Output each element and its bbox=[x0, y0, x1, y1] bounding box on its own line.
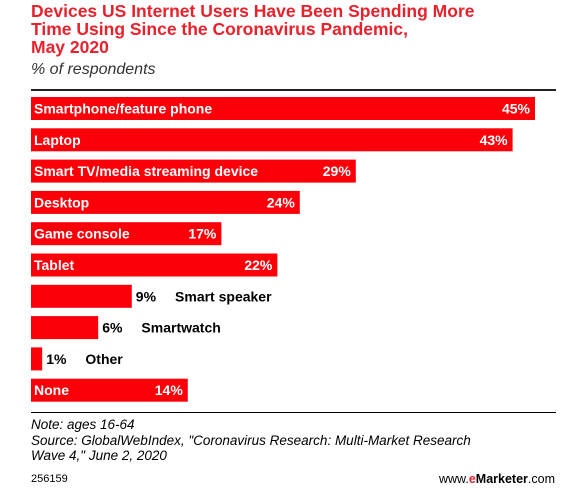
top-divider bbox=[31, 89, 556, 91]
source-text-line-1: Source: GlobalWebIndex, "Coronavirus Res… bbox=[31, 432, 471, 448]
bar-smartwatch bbox=[31, 316, 99, 340]
category-label-desktop: Desktop bbox=[34, 194, 89, 210]
category-label-game-console: Game console bbox=[34, 226, 130, 242]
category-label-smartwatch: Smartwatch bbox=[141, 320, 220, 336]
brand-suffix: .com bbox=[527, 472, 555, 486]
brand-prefix: www. bbox=[438, 472, 469, 486]
category-label-none: None bbox=[34, 382, 69, 398]
brand-e: e bbox=[468, 472, 476, 486]
value-label-game-console: 17% bbox=[188, 226, 217, 242]
value-label-other: 1% bbox=[46, 351, 67, 367]
bar-other bbox=[31, 347, 43, 371]
bar-smart-speaker bbox=[31, 284, 132, 308]
category-label-smart-speaker: Smart speaker bbox=[175, 288, 272, 304]
value-label-smartwatch: 6% bbox=[102, 320, 123, 336]
chart-id: 256159 bbox=[31, 473, 68, 485]
value-label-smart-tv-media-streaming-device: 29% bbox=[323, 163, 352, 179]
category-label-tablet: Tablet bbox=[34, 257, 75, 273]
category-label-laptop: Laptop bbox=[34, 132, 81, 148]
chart-title-line-1: Devices US Internet Users Have Been Spen… bbox=[31, 1, 475, 21]
category-label-other: Other bbox=[85, 351, 123, 367]
bar-laptop bbox=[31, 128, 513, 152]
value-label-tablet: 22% bbox=[244, 257, 273, 273]
chart-title-line-3: May 2020 bbox=[31, 37, 109, 57]
value-label-desktop: 24% bbox=[267, 194, 296, 210]
bar-desktop bbox=[31, 190, 300, 214]
category-label-smart-tv-media-streaming-device: Smart TV/media streaming device bbox=[34, 163, 258, 179]
brand-name: Marketer bbox=[475, 472, 528, 486]
value-label-smart-speaker: 9% bbox=[136, 288, 157, 304]
value-label-laptop: 43% bbox=[480, 132, 509, 148]
bottom-divider bbox=[31, 412, 556, 413]
emarketer-logo[interactable]: www.eMarketer.com bbox=[439, 472, 555, 486]
chart-subtitle: % of respondents bbox=[31, 61, 156, 78]
source-text-line-2: Wave 4," June 2, 2020 bbox=[31, 448, 167, 463]
note-text: Note: ages 16-64 bbox=[31, 417, 135, 432]
bar-smartphone-feature-phone bbox=[31, 97, 535, 120]
category-label-smartphone-feature-phone: Smartphone/feature phone bbox=[34, 101, 212, 117]
bar-none bbox=[31, 378, 188, 402]
value-label-smartphone-feature-phone: 45% bbox=[502, 101, 531, 117]
bar-tablet bbox=[31, 253, 278, 277]
chart-title: Devices US Internet Users Have Been Spen… bbox=[31, 2, 571, 56]
chart-notes: Note: ages 16-64 Source: GlobalWebIndex,… bbox=[31, 417, 551, 464]
bar-game-console bbox=[31, 222, 222, 246]
value-label-none: 14% bbox=[155, 382, 184, 398]
bar-smart-tv-media-streaming-device bbox=[31, 159, 356, 183]
chart-title-line-2: Time Using Since the Coronavirus Pandemi… bbox=[31, 19, 409, 39]
